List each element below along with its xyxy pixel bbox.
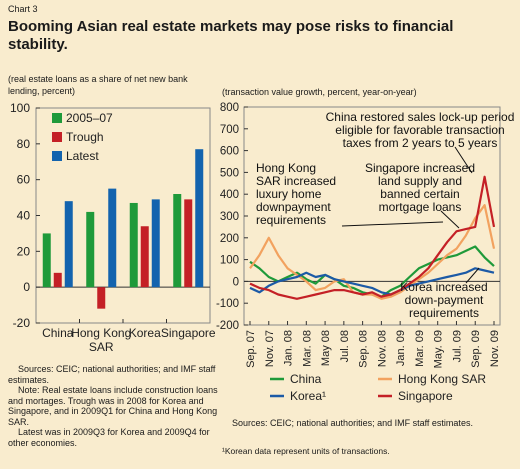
line-legend-label: China	[290, 372, 322, 386]
line-ytick-label: 200	[220, 233, 239, 245]
series-line-2	[249, 267, 495, 296]
bar-1-0	[53, 272, 62, 288]
line-annotation-1: China restored sales lock-up period	[326, 110, 515, 124]
line-xtick-label: Sep. 08	[358, 330, 370, 368]
line-legend-label: Korea¹	[290, 389, 326, 403]
left-source-line: Sources: CEIC; national authorities; and…	[8, 364, 216, 385]
bar-ytick-label: 100	[10, 101, 30, 115]
bar-ytick-label: -20	[13, 316, 31, 330]
line-annotation-0: requirements	[256, 213, 326, 227]
line-ytick-label: 300	[220, 211, 239, 223]
bar-2-3	[195, 149, 204, 288]
annotation-pointer	[341, 221, 444, 227]
bar-ytick-label: 0	[23, 280, 30, 294]
bar-1-2	[140, 226, 149, 288]
bar-plot-frame	[35, 107, 211, 324]
line-ytick-label: 100	[220, 255, 239, 267]
line-annotation-1: taxes from 2 years to 5 years	[343, 136, 498, 150]
line-xtick-label: Mar. 09	[414, 330, 426, 367]
line-annotation-2: land supply and	[378, 174, 462, 188]
line-annotation-3: requirements	[409, 306, 479, 320]
bar-ytick-label: 20	[17, 244, 31, 258]
bar-1-1	[97, 287, 106, 309]
line-annotation-1: eligible for favorable transaction	[335, 123, 504, 137]
series-line-1	[249, 204, 496, 300]
line-annotation-0: downpayment	[256, 200, 331, 214]
line-ytick-label: 0	[233, 276, 239, 288]
line-ytick-label: 800	[220, 102, 239, 114]
annotation-pointer	[440, 210, 460, 229]
line-annotation-0: luxury home	[256, 187, 322, 201]
line-ytick-label: 700	[220, 124, 239, 136]
bar-legend-label: Latest	[66, 149, 99, 163]
line-xtick-label: Jul. 09	[451, 330, 463, 362]
chart-title: Booming Asian real estate markets may po…	[8, 18, 454, 53]
bar-legend-swatch	[52, 132, 62, 142]
line-xtick-label: Jul. 08	[339, 330, 351, 362]
right-sources: Sources: CEIC; national authorities; and…	[232, 418, 473, 428]
bar-legend-label: 2005–07	[66, 111, 113, 125]
bar-category-label: China	[42, 326, 74, 340]
line-xtick-label: May 08	[320, 330, 332, 366]
line-xtick-label: Nov. 07	[264, 330, 276, 367]
line-xtick-label: Jan. 08	[283, 330, 295, 366]
line-xtick-label: Jan. 09	[395, 330, 407, 366]
annotation-pointer	[465, 267, 480, 284]
bar-0-3	[173, 194, 182, 288]
line-annotation-0: SAR increased	[256, 174, 336, 188]
line-annotation-2: Singapore increased	[365, 161, 475, 175]
footnote: ¹Korean data represent units of transact…	[222, 446, 390, 456]
line-xtick-label: Sep. 09	[470, 330, 482, 368]
line-xtick-label: Sep. 07	[245, 330, 257, 368]
line-ytick-label: 600	[220, 146, 239, 158]
bar-2-2	[151, 199, 160, 288]
bar-category-label: Singapore	[161, 326, 216, 340]
line-xtick-label: May. 09	[433, 330, 445, 368]
left-chart-subtitle: (real estate loans as a share of net new…	[8, 74, 188, 96]
line-legend-label: Singapore	[398, 389, 453, 403]
line-ytick-label: -200	[216, 320, 239, 332]
line-annotation-0: Hong Kong	[256, 161, 316, 175]
bar-category-label: Hong Kong	[71, 326, 131, 340]
line-annotation-3: Korea increased	[400, 280, 487, 294]
bar-legend-swatch	[52, 113, 62, 123]
bar-1-3	[184, 199, 193, 288]
line-chart: -200 -100 0 100 200 300 400 500 600 700 800 Sep. 07…	[216, 102, 514, 403]
line-ytick-label: -100	[216, 298, 239, 310]
bar-2-0	[64, 201, 73, 288]
bar-category-label: Korea	[129, 326, 161, 340]
line-ytick-label: 500	[220, 167, 239, 179]
line-annotation-2: mortgage loans	[379, 200, 462, 214]
line-xtick-label: Nov. 09	[489, 330, 501, 367]
left-sources: Sources: CEIC; national authorities; and…	[8, 364, 220, 448]
right-chart-subtitle: (transaction value growth, percent, year…	[222, 87, 417, 97]
line-annotation-3: down-payment	[405, 293, 484, 307]
line-ytick-label: 400	[220, 189, 239, 201]
line-xtick-label: Mar. 08	[301, 330, 313, 367]
bar-2-1	[108, 188, 117, 288]
bar-ytick-label: 80	[17, 137, 31, 151]
bar-category-label: SAR	[89, 340, 114, 354]
line-legend-label: Hong Kong SAR	[398, 372, 486, 386]
left-note-line: Note: Real estate loans include construc…	[8, 385, 218, 427]
bar-ytick-label: 40	[17, 209, 31, 223]
bar-0-0	[42, 233, 51, 288]
line-annotation-2: banned certain	[380, 187, 459, 201]
series-line-3	[249, 175, 496, 300]
left-latest-line: Latest was in 2009Q3 for Korea and 2009Q…	[8, 427, 210, 448]
chart-number: Chart 3	[8, 4, 38, 14]
line-xtick-label: Nov. 08	[376, 330, 388, 367]
annotation-pointer	[454, 146, 473, 174]
bar-legend-label: Trough	[66, 130, 104, 144]
bar-legend-swatch	[52, 151, 62, 161]
bar-0-2	[129, 202, 138, 288]
bar-0-1	[86, 211, 95, 288]
bar-ytick-label: 60	[17, 173, 31, 187]
